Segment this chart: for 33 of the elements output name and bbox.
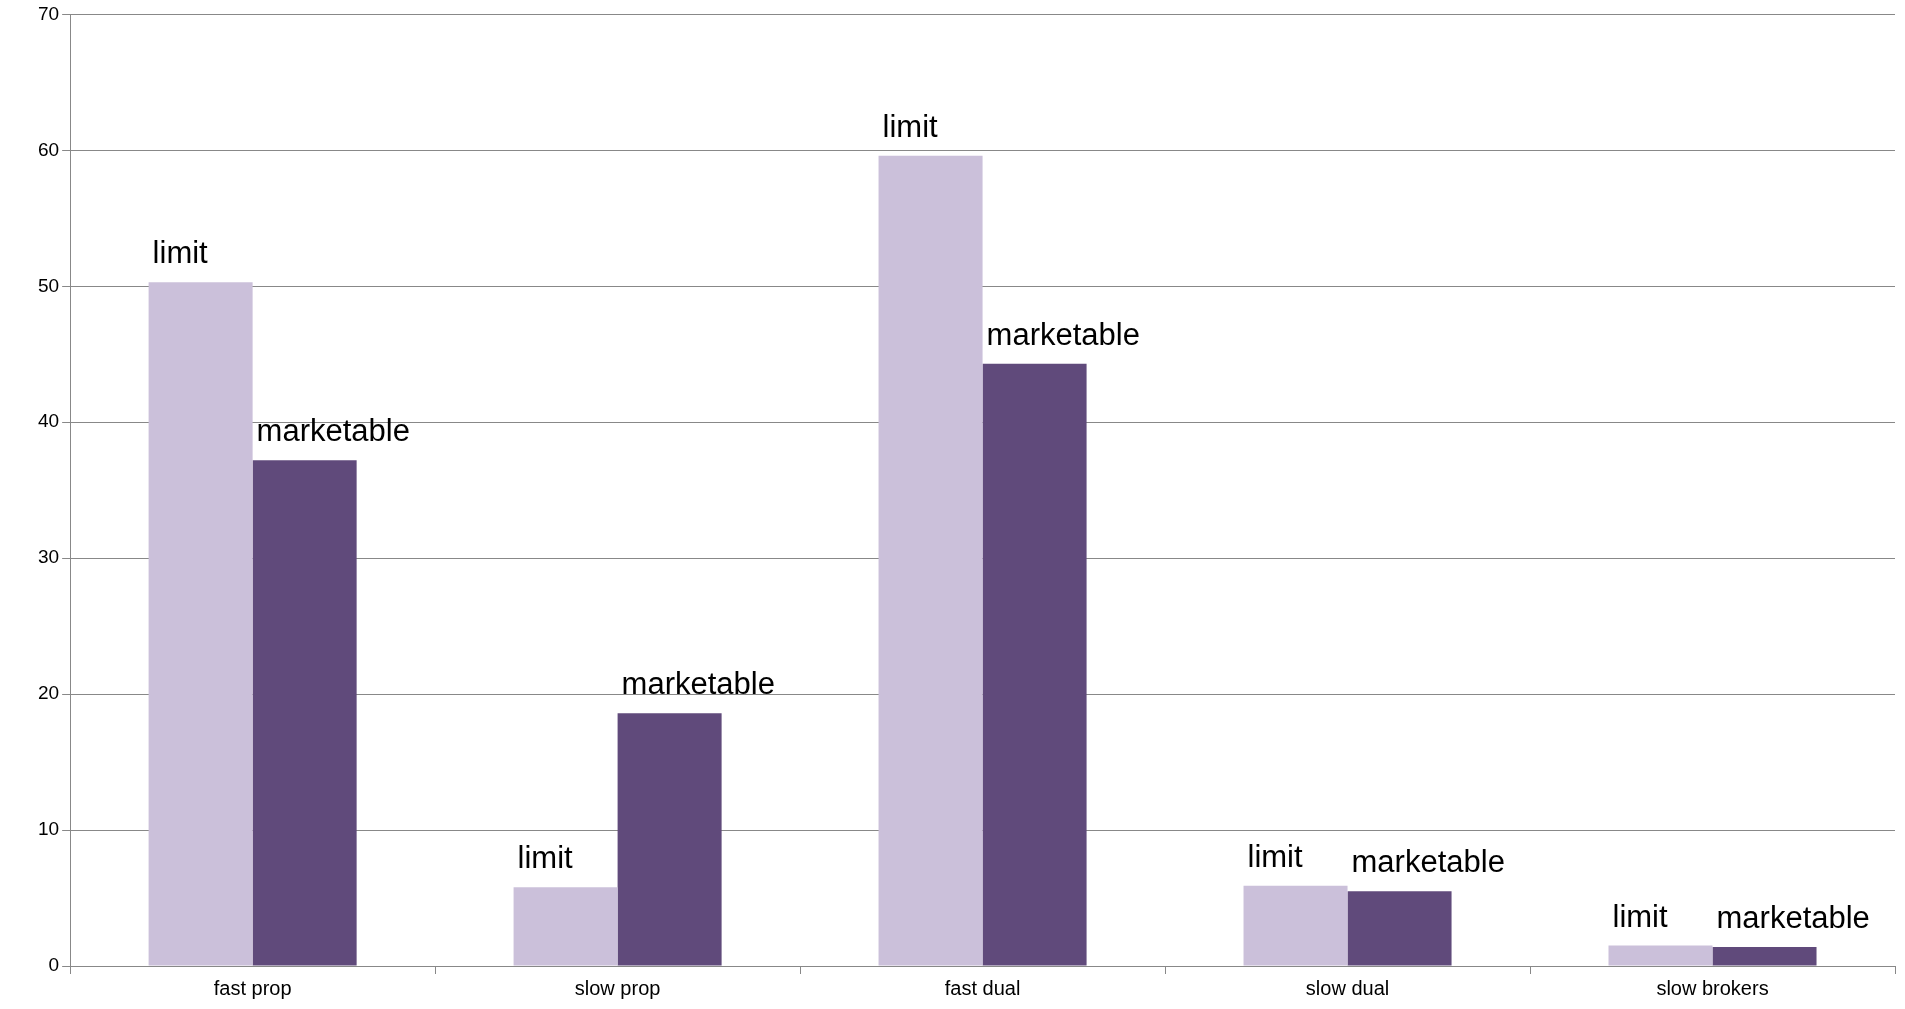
y-tick-label: 70 [37,2,60,24]
text: marketable [1716,900,1870,936]
bar [1608,945,1713,966]
y-tick-label: 20 [37,682,60,704]
series-label: marketable [986,316,1140,352]
text: limit [1612,898,1668,934]
y-tick-label: 0 [48,954,60,976]
bar [878,155,983,966]
bar [1243,885,1348,966]
bar [513,887,618,966]
x-tick-label: fast prop [213,976,292,999]
bar [1712,946,1817,966]
bar [1347,891,1452,966]
text: limit [882,108,938,144]
y-tick-label: 40 [37,410,60,432]
bar [982,363,1087,966]
y-tick-label: 10 [37,818,60,840]
x-tick-label: slow dual [1305,976,1390,999]
text: marketable [256,413,410,449]
text: marketable [621,666,775,702]
y-tick-label: 60 [37,138,60,160]
text: marketable [1351,844,1505,880]
y-tick-label: 50 [37,274,60,296]
x-tick-label: slow brokers [1656,976,1769,999]
text: limit [152,235,208,271]
series-label: limit [517,840,574,876]
x-tick-label: fast dual [944,976,1021,999]
bar [148,282,253,966]
text: limit [1247,838,1303,874]
bar [617,713,722,966]
bar [252,460,357,966]
x-tick-label: slow prop [574,976,661,999]
y-tick-label: 30 [37,546,60,568]
